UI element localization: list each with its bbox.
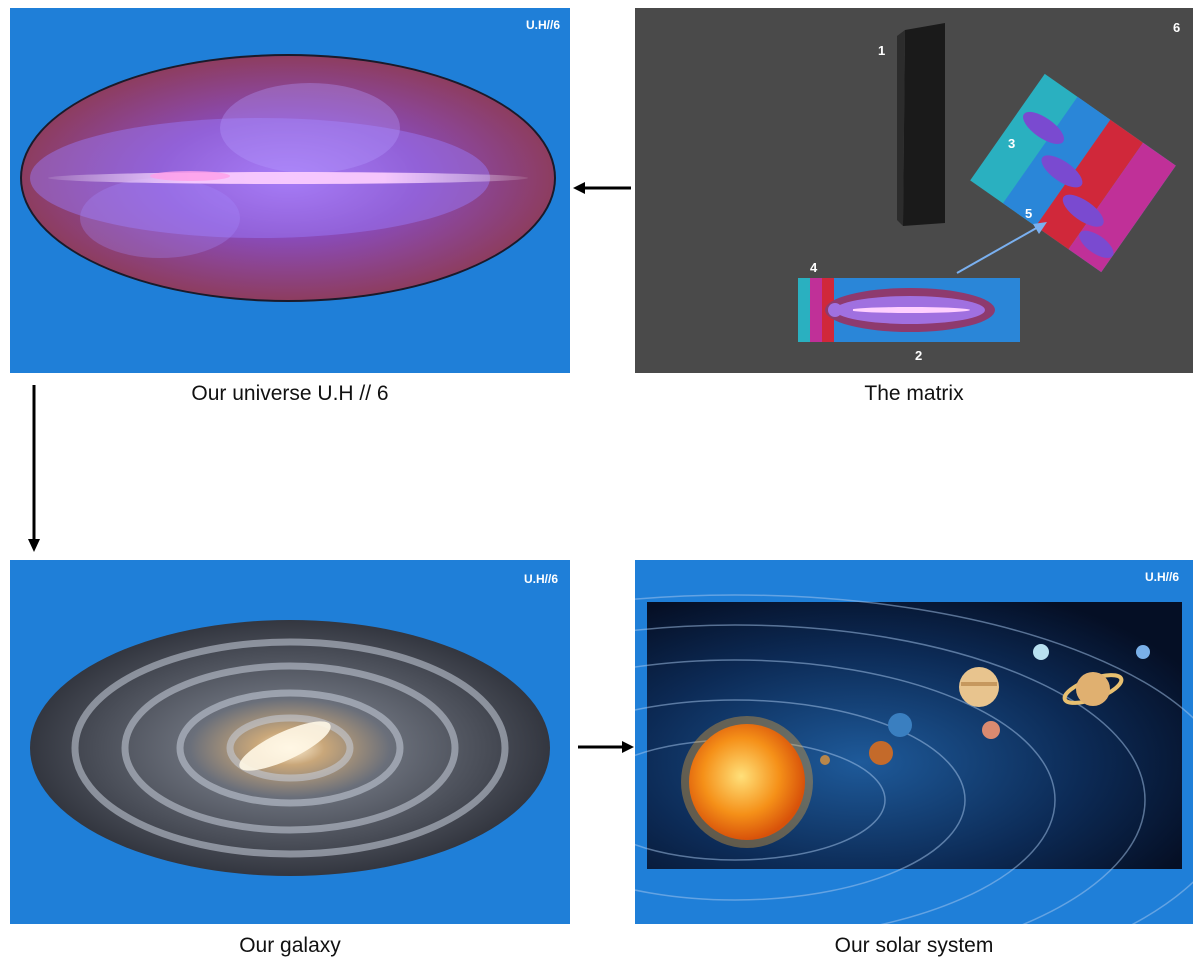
galaxy-image	[30, 620, 550, 876]
universe-caption: Our universe U.H // 6	[191, 382, 389, 405]
solar-panel: U.H//6	[635, 560, 1193, 924]
monolith-shape	[903, 23, 945, 226]
cmb-map-image	[20, 54, 556, 302]
universe-tag: U.H//6	[525, 18, 560, 32]
label-3: 3	[1008, 136, 1016, 151]
matrix-panel: 1 6 3 5 4 2	[635, 8, 1193, 373]
label-6: 6	[1173, 20, 1181, 35]
galaxy-caption: Our galaxy	[239, 934, 341, 957]
label-4: 4	[810, 260, 818, 275]
flat-map-strip	[798, 278, 1020, 342]
arrow-galaxy-to-solar	[578, 741, 634, 753]
label-1: 1	[878, 43, 886, 58]
label-2: 2	[915, 348, 923, 363]
solar-tag: U.H//6	[1144, 570, 1179, 584]
arrow-matrix-to-universe	[573, 182, 631, 194]
sun-shape	[689, 724, 805, 840]
solar-caption: Our solar system	[834, 934, 994, 957]
rotated-map-tiles	[970, 73, 1176, 273]
matrix-caption: The matrix	[864, 382, 964, 405]
label-5: 5	[1025, 206, 1033, 221]
universe-panel: U.H//6	[10, 8, 570, 373]
arrow-universe-to-galaxy	[28, 385, 40, 552]
solar-system-image	[635, 594, 1193, 924]
matrix-illustration	[798, 23, 1176, 342]
galaxy-panel: U.H//6	[10, 560, 570, 924]
galaxy-tag: U.H//6	[523, 572, 558, 586]
